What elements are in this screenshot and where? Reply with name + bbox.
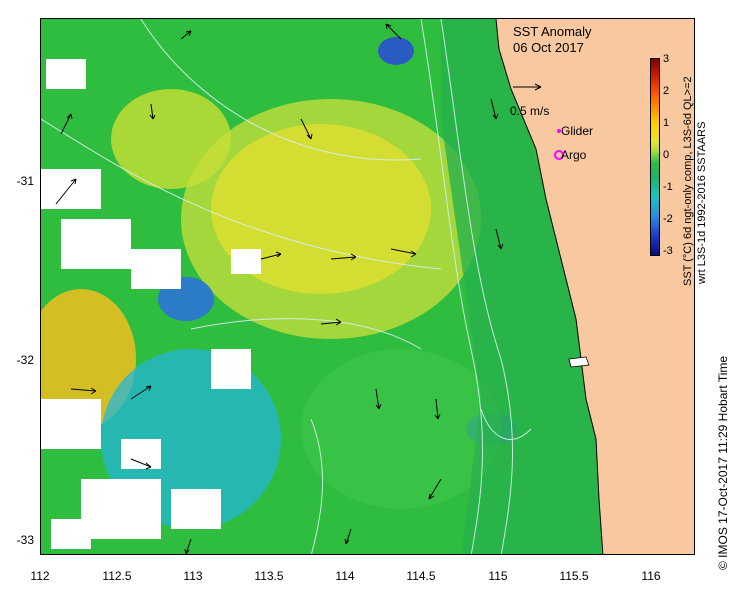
y-tick-label: -33 xyxy=(16,533,34,547)
land xyxy=(496,19,694,554)
velocity-scale-label: 0.5 m/s xyxy=(510,104,550,118)
map-date: 06 Oct 2017 xyxy=(513,40,584,55)
argo-legend-label: Argo xyxy=(561,148,587,162)
x-tick-label: 113 xyxy=(183,569,203,583)
southern-eddy xyxy=(301,349,501,509)
colorbar-label-line2: wrt L3S-1d 1992-2016 SSTAARS xyxy=(696,121,708,284)
map-title: SST Anomaly xyxy=(513,24,592,39)
y-tick-label: -31 xyxy=(16,174,34,188)
bathymetry-contours xyxy=(41,19,532,554)
y-tick-label: -32 xyxy=(16,353,34,367)
colorbar-tick: 3 xyxy=(663,53,670,65)
colorbar xyxy=(650,58,660,256)
x-tick-label: 113.5 xyxy=(254,569,284,583)
x-tick-label: 115.5 xyxy=(559,569,589,583)
colorbar-tick: 2 xyxy=(663,85,670,97)
warm-patch-west xyxy=(41,289,136,429)
colorbar-tick: -1 xyxy=(663,181,673,193)
credit-text: © IMOS 17-Oct-2017 11:29 Hobart Time xyxy=(716,355,730,570)
x-tick-label: 116 xyxy=(641,569,661,583)
coastal-band xyxy=(441,19,601,554)
x-tick-label: 115 xyxy=(488,569,508,583)
cold-spot-north xyxy=(378,37,414,65)
glider-marker xyxy=(557,129,561,133)
warm-anomaly-core xyxy=(211,124,431,294)
colorbar-tick: 0 xyxy=(663,149,670,161)
coastal-lake xyxy=(568,356,590,368)
warm-patch-northwest xyxy=(111,89,231,189)
x-tick-label: 112.5 xyxy=(102,569,132,583)
velocity-scale-arrow xyxy=(513,83,542,91)
argo-marker xyxy=(554,150,564,160)
map-title-block: SST Anomaly 06 Oct 2017 xyxy=(513,24,592,56)
missing-data xyxy=(41,59,261,549)
sst-map xyxy=(40,18,695,555)
current-arrows xyxy=(55,23,504,554)
x-tick-label: 112 xyxy=(30,569,50,583)
x-tick-label: 114.5 xyxy=(406,569,436,583)
x-tick-label: 114 xyxy=(335,569,355,583)
coastline xyxy=(495,19,604,554)
colorbar-tick: 1 xyxy=(663,117,670,129)
glider-legend-label: Glider xyxy=(561,124,594,138)
sst-map-canvas xyxy=(41,19,694,554)
colorbar-tick: -3 xyxy=(663,245,673,257)
colorbar-tick: -2 xyxy=(663,213,673,225)
